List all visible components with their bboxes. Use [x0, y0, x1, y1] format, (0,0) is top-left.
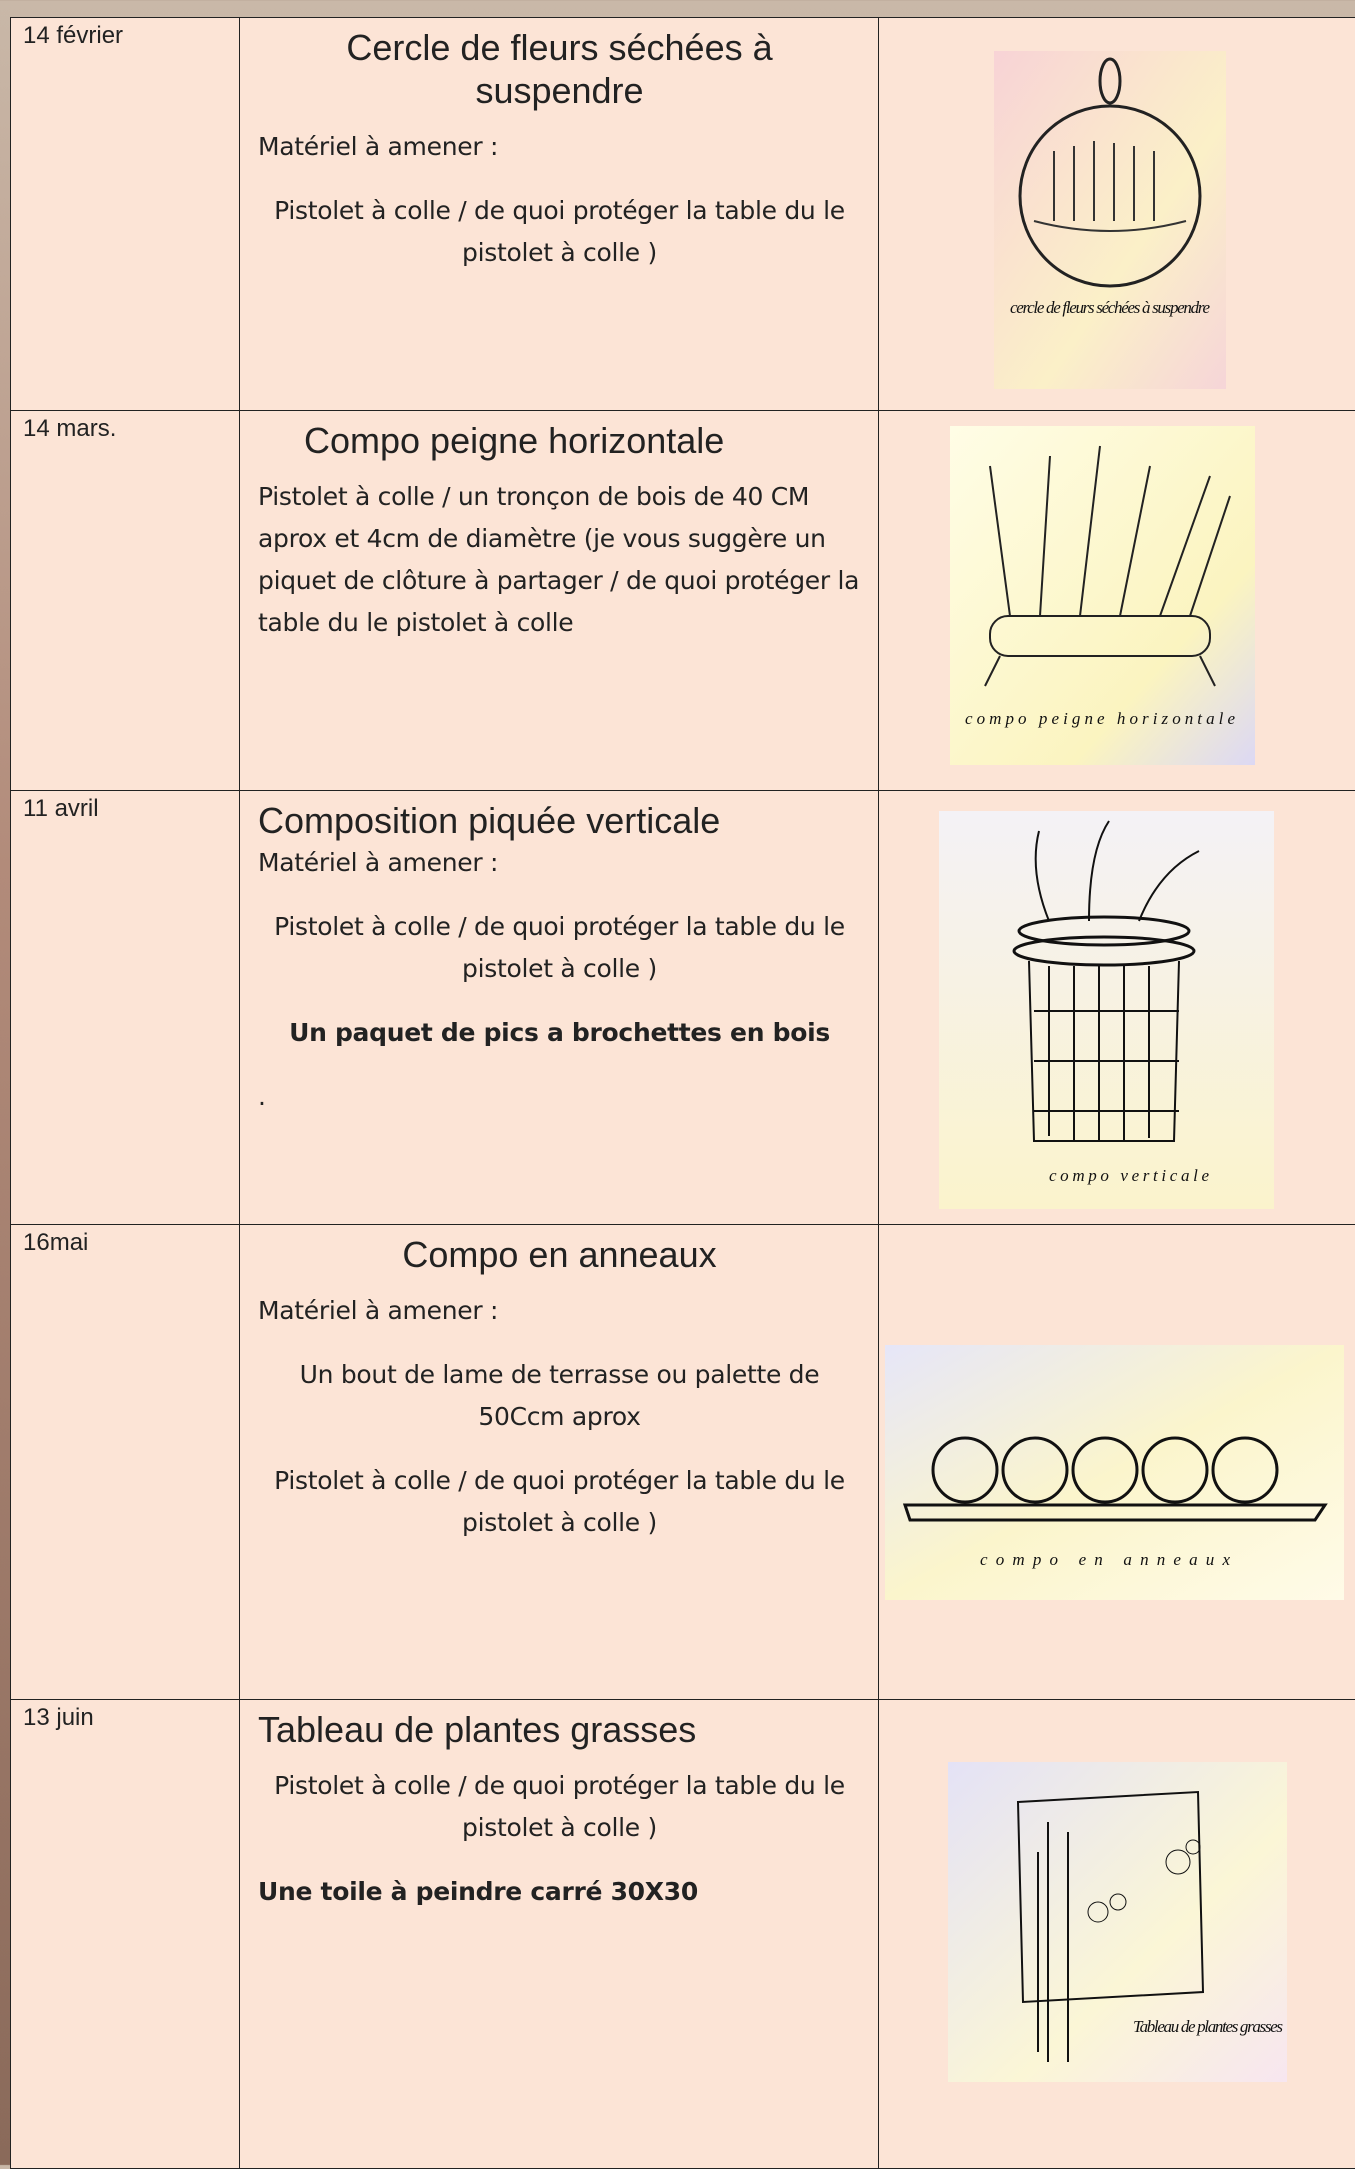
- date: 16mai: [23, 1229, 89, 1256]
- sketch: compo peigne horizontale: [950, 426, 1255, 765]
- image-cell: compo peigne horizontale: [878, 410, 1355, 792]
- title: Compo peigne horizontale: [304, 420, 725, 461]
- paragraph: Un bout de lame de terrasse ou palette d…: [299, 1360, 820, 1432]
- title: Composition piquée verticale: [258, 800, 721, 841]
- paragraph: Un paquet de pics a brochettes en bois: [289, 1018, 830, 1048]
- date: 14 mars.: [23, 415, 117, 442]
- sketch: cercle de fleurs séchées à suspendre: [994, 51, 1226, 389]
- date-cell: 14 février: [10, 17, 241, 412]
- image-cell: compo verticale: [878, 790, 1355, 1226]
- sketch-caption: compo peigne horizontale: [965, 709, 1235, 728]
- content-cell: Composition piquée verticale Matériel à …: [239, 790, 880, 1226]
- paragraph: Pistolet à colle / un tronçon de bois de…: [258, 482, 860, 638]
- sketch: compo en anneaux: [885, 1345, 1344, 1600]
- paragraph: Matériel à amener :: [258, 132, 499, 162]
- sketch: compo verticale: [939, 811, 1274, 1209]
- title: Cercle de fleurs séchées à suspendre: [346, 27, 773, 112]
- paragraph: Matériel à amener :: [258, 848, 499, 878]
- paragraph: Une toile à peindre carré 30X30: [258, 1877, 698, 1907]
- image-cell: cercle de fleurs séchées à suspendre: [878, 17, 1355, 412]
- content-cell: Compo peigne horizontale Pistolet à coll…: [239, 410, 880, 792]
- date-cell: 14 mars.: [10, 410, 241, 792]
- date: 11 avril: [23, 795, 99, 822]
- date-cell: 11 avril: [10, 790, 241, 1226]
- content-cell: Tableau de plantes grasses Pistolet à co…: [239, 1699, 880, 2169]
- title: Tableau de plantes grasses: [258, 1709, 697, 1750]
- date-cell: 16mai: [10, 1224, 241, 1701]
- sketch-caption: cercle de fleurs séchées à suspendre: [1010, 298, 1210, 317]
- date: 14 février: [23, 22, 124, 49]
- date: 13 juin: [23, 1704, 94, 1731]
- title: Compo en anneaux: [402, 1234, 717, 1275]
- image-cell: compo en anneaux: [878, 1224, 1355, 1701]
- sketch: Tableau de plantes grasses: [948, 1762, 1287, 2082]
- paragraph: Pistolet à colle / de quoi protéger la t…: [274, 1771, 845, 1843]
- paragraph: Pistolet à colle / de quoi protéger la t…: [274, 912, 845, 984]
- date-cell: 13 juin: [10, 1699, 241, 2169]
- paragraph: Matériel à amener :: [258, 1296, 499, 1326]
- image-cell: Tableau de plantes grasses: [878, 1699, 1355, 2169]
- paragraph: Pistolet à colle / de quoi protéger la t…: [274, 1466, 845, 1538]
- sketch-caption: Tableau de plantes grasses: [1133, 2017, 1283, 2036]
- content-cell: Compo en anneaux Matériel à amener : Un …: [239, 1224, 880, 1701]
- content-cell: Cercle de fleurs séchées à suspendre Mat…: [239, 17, 880, 412]
- paragraph: .: [258, 1082, 266, 1112]
- paragraph: Pistolet à colle / de quoi protéger la t…: [274, 196, 845, 268]
